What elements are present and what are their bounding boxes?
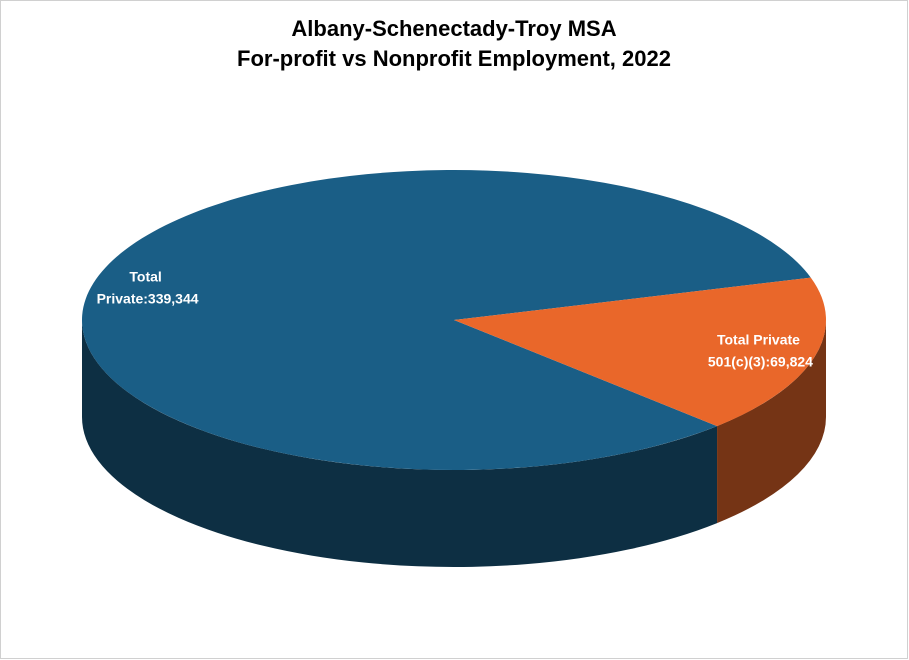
data-label-line: Total	[129, 268, 165, 284]
chart-title: Albany-Schenectady-Troy MSA	[291, 16, 616, 41]
data-label: Total Private:339,344	[97, 268, 199, 306]
data-label: Total Private 501(c)(3):69,824	[708, 331, 813, 369]
data-label-line: Total Private	[717, 331, 804, 347]
data-label-line: 501(c)(3):69,824	[708, 353, 813, 369]
chart-subtitle: For-profit vs Nonprofit Employment, 2022	[237, 46, 671, 71]
slice	[81, 169, 811, 470]
slice-side	[717, 320, 826, 524]
slice	[454, 277, 826, 427]
slice-side	[82, 320, 718, 567]
data-label-line: Private:339,344	[97, 290, 199, 306]
